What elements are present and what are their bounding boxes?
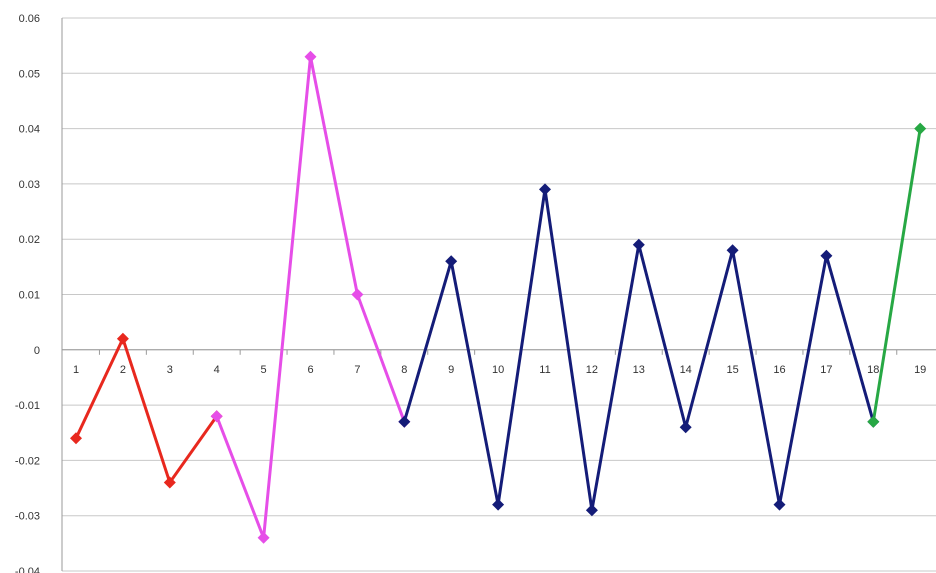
data-point-marker [632,238,645,251]
data-point-marker [820,249,833,262]
data-point-marker [257,531,270,544]
x-tick-label: 6 [307,364,313,376]
x-tick-labels: 1 2 3 4 5 6 7 8 9 10 11 12 13 14 15 16 17 18 19 [73,364,926,376]
x-tick-label: 7 [354,364,360,376]
gridlines [62,17,936,572]
y-tick-label: -0.01 [15,400,40,412]
data-point-marker [163,476,176,489]
y-tick-label: 0.04 [19,124,40,136]
data-point-marker [351,288,364,301]
series-line-4 [871,128,922,422]
x-tick-label: 10 [492,364,504,376]
data-point-marker [773,498,786,511]
y-tick-label: -0.04 [15,566,40,573]
series-markers [70,50,927,544]
data-point-marker [116,332,129,345]
x-tick-label: 14 [680,364,692,376]
x-tick-label: 3 [167,364,173,376]
data-point-marker [445,255,458,268]
y-tick-labels: -0.04 -0.03 -0.02 -0.01 0 0.01 0.02 0.03 0.04 0.0… [15,13,40,573]
y-tick-label: -0.02 [15,455,40,467]
y-tick-label: 0.02 [19,234,40,246]
data-point-marker [70,432,82,445]
y-tick-label: 0 [34,345,40,357]
y-tick-label: -0.03 [15,511,40,523]
x-tick-label: 2 [120,364,126,376]
x-tick-label: 5 [261,364,267,376]
data-point-marker [398,415,411,428]
x-tick-label: 12 [586,364,598,376]
data-point-marker [210,410,223,423]
series-line-1 [74,334,218,486]
data-point-marker [914,122,927,135]
data-point-marker [492,498,505,511]
data-point-marker [679,421,692,434]
x-tick-label: 17 [820,364,832,376]
x-tick-label: 15 [726,364,738,376]
data-point-marker [726,244,739,257]
x-tick-label: 8 [401,364,407,376]
data-point-marker [539,183,551,196]
data-point-marker [867,415,880,428]
x-tick-label: 16 [773,364,785,376]
x-tick-label: 11 [539,364,550,376]
x-tick-label: 18 [867,364,879,376]
y-tick-label: 0.03 [19,179,40,191]
x-tick-label: 9 [448,364,454,376]
x-tick-label: 1 [73,364,79,376]
y-tick-label: 0.06 [19,13,40,25]
x-tick-label: 4 [214,364,220,376]
x-tick-label: 13 [633,364,645,376]
data-point-marker [304,50,317,63]
y-tick-label: 0.01 [19,290,40,302]
x-tick-label: 19 [914,364,926,376]
y-tick-label: 0.05 [19,68,40,80]
data-point-marker [585,504,598,517]
